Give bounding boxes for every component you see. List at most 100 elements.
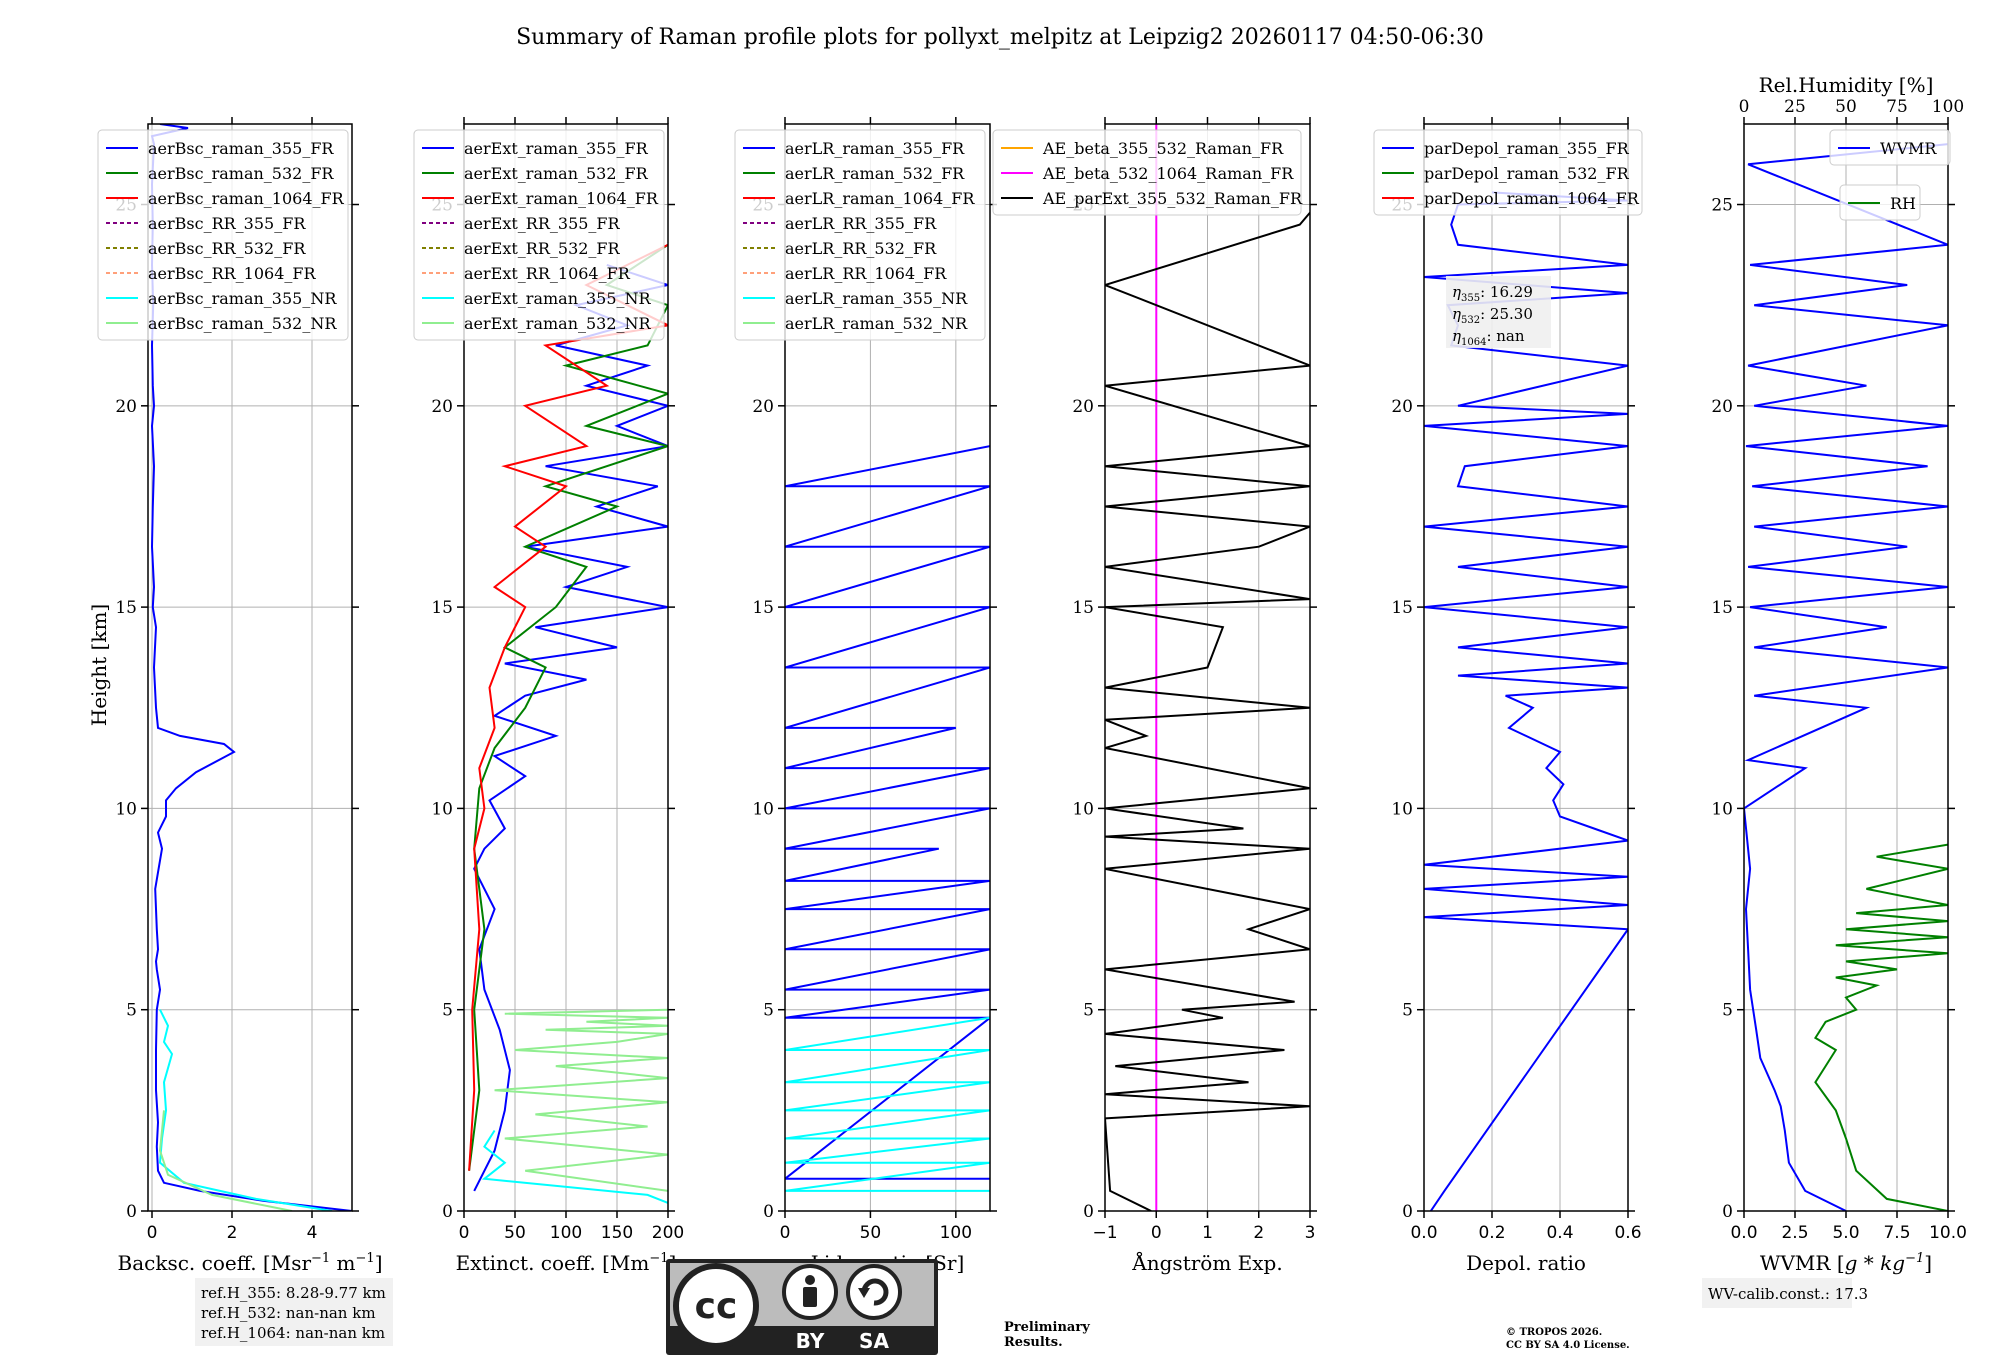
ytick-label-bsc-4: 20 bbox=[115, 397, 137, 417]
copyright-text-1: © TROPOS 2026. bbox=[1506, 1327, 1602, 1338]
ytick-label-ext-0: 0 bbox=[442, 1202, 453, 1222]
xaxis-label-part-ext-0: Extinct. coeff. [Mm bbox=[456, 1251, 650, 1275]
eta-355-subscript: 355 bbox=[1461, 293, 1480, 304]
eta-1064-value: : nan bbox=[1486, 327, 1524, 345]
legend-label-aerlr-rr-532-fr: aerLR_RR_532_FR bbox=[785, 239, 937, 258]
sa-share-icon bbox=[846, 1264, 902, 1320]
series-group-lr bbox=[785, 445, 990, 1192]
eta-1064-symbol: η bbox=[1452, 327, 1461, 345]
xtick-label-wv-2: 5.0 bbox=[1832, 1223, 1859, 1243]
ytick-label-ext-4: 20 bbox=[431, 397, 453, 417]
wv-calibration-background bbox=[1702, 1278, 1852, 1308]
xaxis-label-ae: Ångström Exp. bbox=[1131, 1250, 1282, 1275]
ytick-label-wv-5: 25 bbox=[1711, 196, 1733, 216]
xtick-label-bsc-1: 2 bbox=[227, 1223, 238, 1243]
eta-355: η355: 16.29 bbox=[1452, 283, 1533, 304]
legend-label-pardepol-raman-355-fr: parDepol_raman_355_FR bbox=[1424, 139, 1630, 158]
ytick-label-lr-4: 20 bbox=[752, 397, 774, 417]
xtick-label-bsc-2: 4 bbox=[307, 1223, 318, 1243]
xaxis-label-wv: WVMR [g * kg−1] bbox=[1760, 1251, 1932, 1275]
ytick-label-depol-3: 15 bbox=[1391, 598, 1413, 618]
legend-label-ae-parext-355-532-raman-fr: AE_parExt_355_532_Raman_FR bbox=[1042, 189, 1303, 208]
legend-label-pardepol-raman-1064-fr: parDepol_raman_1064_FR bbox=[1424, 189, 1640, 208]
xtick-label-lr-2: 100 bbox=[940, 1223, 972, 1243]
xtick-label-wv-1: 2.5 bbox=[1781, 1223, 1808, 1243]
axes-frame-depol bbox=[1423, 123, 1629, 1212]
series-wvmr bbox=[1744, 143, 1948, 1211]
cc-sa-label: SA bbox=[859, 1329, 889, 1353]
xtick-label-ext-4: 200 bbox=[652, 1223, 684, 1243]
legend-label-aerext-raman-532-nr: aerExt_raman_532_NR bbox=[464, 314, 652, 333]
ytick-label-ae-2: 10 bbox=[1072, 799, 1094, 819]
cc-logo-icon bbox=[673, 1263, 759, 1349]
y-axis-label: Height [km] bbox=[87, 604, 111, 726]
series-aerext-raman-532-nr bbox=[494, 1008, 668, 1192]
legend-label-aerext-rr-1064-fr: aerExt_RR_1064_FR bbox=[464, 264, 631, 283]
xaxis-label-part-bsc-4: ] bbox=[375, 1251, 383, 1275]
ytick-label-depol-4: 20 bbox=[1391, 397, 1413, 417]
cc-by-label: BY bbox=[796, 1329, 825, 1353]
legend-label-aerbsc-raman-1064-fr: aerBsc_raman_1064_FR bbox=[148, 189, 345, 208]
series-aerlr-raman-355-nr bbox=[785, 1016, 990, 1192]
xaxis-label-part-wv-0: WVMR [ bbox=[1760, 1251, 1845, 1275]
ytick-label-ae-0: 0 bbox=[1083, 1202, 1094, 1222]
legend-label-aerext-raman-1064-fr: aerExt_raman_1064_FR bbox=[464, 189, 659, 208]
xaxis-label-part-bsc-2: m bbox=[330, 1251, 355, 1275]
rh-axis-label: Rel.Humidity [%] bbox=[1759, 73, 1934, 97]
xaxis-label-part-bsc-3: −1 bbox=[356, 1251, 375, 1266]
legend-box-depol bbox=[1373, 129, 1643, 216]
xtick-label-lr-0: 0 bbox=[780, 1223, 791, 1243]
reference-height-1064: ref.H_1064: nan-nan km bbox=[201, 1324, 385, 1342]
xtick-label-wv-3: 7.5 bbox=[1883, 1223, 1910, 1243]
legend-label-aerbsc-raman-355-nr: aerBsc_raman_355_NR bbox=[148, 289, 337, 308]
panel-wv: 0 5 10 15 20 25 0.0 2.5 5.0 7.5 10.0 0 25 50 75 100Rel.… bbox=[1711, 73, 1967, 1275]
legend-box-wv-wvmr bbox=[1829, 129, 1951, 166]
legend-label-aerext-raman-355-nr: aerExt_raman_355_NR bbox=[464, 289, 652, 308]
xtick-label-ext-2: 100 bbox=[550, 1223, 582, 1243]
wv-calibration-text: WV-calib.const.: 17.3 bbox=[1708, 1285, 1868, 1303]
xtick-label-wv-4: 10.0 bbox=[1929, 1223, 1967, 1243]
xtick-label-depol-1: 0.2 bbox=[1478, 1223, 1505, 1243]
series-rh bbox=[1814, 843, 1948, 1211]
ytick-label-wv-4: 20 bbox=[1711, 397, 1733, 417]
series-group-wv bbox=[1744, 143, 1948, 1211]
legend-label-aerlr-rr-1064-fr: aerLR_RR_1064_FR bbox=[785, 264, 947, 283]
sa-share-arrow bbox=[858, 1288, 870, 1298]
xtick-label-ext-3: 150 bbox=[601, 1223, 633, 1243]
eta-355-value: : 16.29 bbox=[1480, 283, 1533, 301]
ytick-label-ae-3: 15 bbox=[1072, 598, 1094, 618]
legend-box-ext bbox=[413, 129, 665, 341]
xaxis-label-depol: Depol. ratio bbox=[1466, 1251, 1586, 1275]
xtick-label-depol-3: 0.6 bbox=[1614, 1223, 1641, 1243]
cc-logo-text: cc bbox=[695, 1286, 738, 1327]
ytick-label-wv-2: 10 bbox=[1711, 799, 1733, 819]
preliminary-text-1: Preliminary bbox=[1004, 1320, 1090, 1335]
cc-license-badge: cc BY SA bbox=[666, 1259, 938, 1355]
ytick-label-lr-2: 10 bbox=[752, 799, 774, 819]
series-aerbsc-raman-532-nr bbox=[158, 1110, 293, 1211]
ytick-label-ae-1: 5 bbox=[1083, 1001, 1094, 1021]
by-person-body bbox=[803, 1287, 817, 1307]
ytick-label-ext-1: 5 bbox=[442, 1001, 453, 1021]
reference-height-background bbox=[195, 1278, 393, 1346]
panels-group: 0510152025024Backsc. coeff. [Msr−1 m−1]a… bbox=[97, 73, 1967, 1275]
by-person-head bbox=[805, 1275, 815, 1285]
xaxis-label-part-ext-1: −1 bbox=[649, 1251, 668, 1266]
xtick-label-ext-0: 0 bbox=[459, 1223, 470, 1243]
panel-bsc: 0510152025024Backsc. coeff. [Msr−1 m−1]a… bbox=[97, 117, 383, 1275]
legend-label-ae-beta-355-532-raman-fr: AE_beta_355_532_Raman_FR bbox=[1042, 139, 1284, 158]
series-aerext-raman-1064-fr bbox=[468, 243, 668, 1171]
legend-label-ae-beta-532-1064-raman-fr: AE_beta_532_1064_Raman_FR bbox=[1042, 164, 1294, 183]
legend-label-aerbsc-rr-532-fr: aerBsc_RR_532_FR bbox=[148, 239, 306, 258]
ytick-label-bsc-3: 15 bbox=[115, 598, 137, 618]
ytick-label-bsc-2: 10 bbox=[115, 799, 137, 819]
ytick-label-ext-2: 10 bbox=[431, 799, 453, 819]
eta-1064-subscript: 1064 bbox=[1461, 337, 1486, 348]
ytick-label-lr-3: 15 bbox=[752, 598, 774, 618]
sa-share-arc bbox=[861, 1278, 889, 1306]
legend-label-rh: RH bbox=[1890, 194, 1916, 213]
legend-label-aerext-rr-355-fr: aerExt_RR_355_FR bbox=[464, 214, 621, 233]
legend-box-bsc bbox=[97, 129, 349, 341]
figure-title: Summary of Raman profile plots for polly… bbox=[516, 25, 1484, 50]
